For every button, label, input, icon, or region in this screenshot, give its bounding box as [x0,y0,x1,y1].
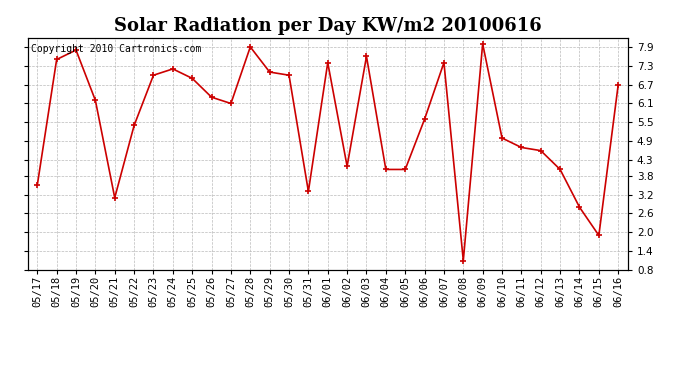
Text: Copyright 2010 Cartronics.com: Copyright 2010 Cartronics.com [30,45,201,54]
Title: Solar Radiation per Day KW/m2 20100616: Solar Radiation per Day KW/m2 20100616 [114,16,542,34]
